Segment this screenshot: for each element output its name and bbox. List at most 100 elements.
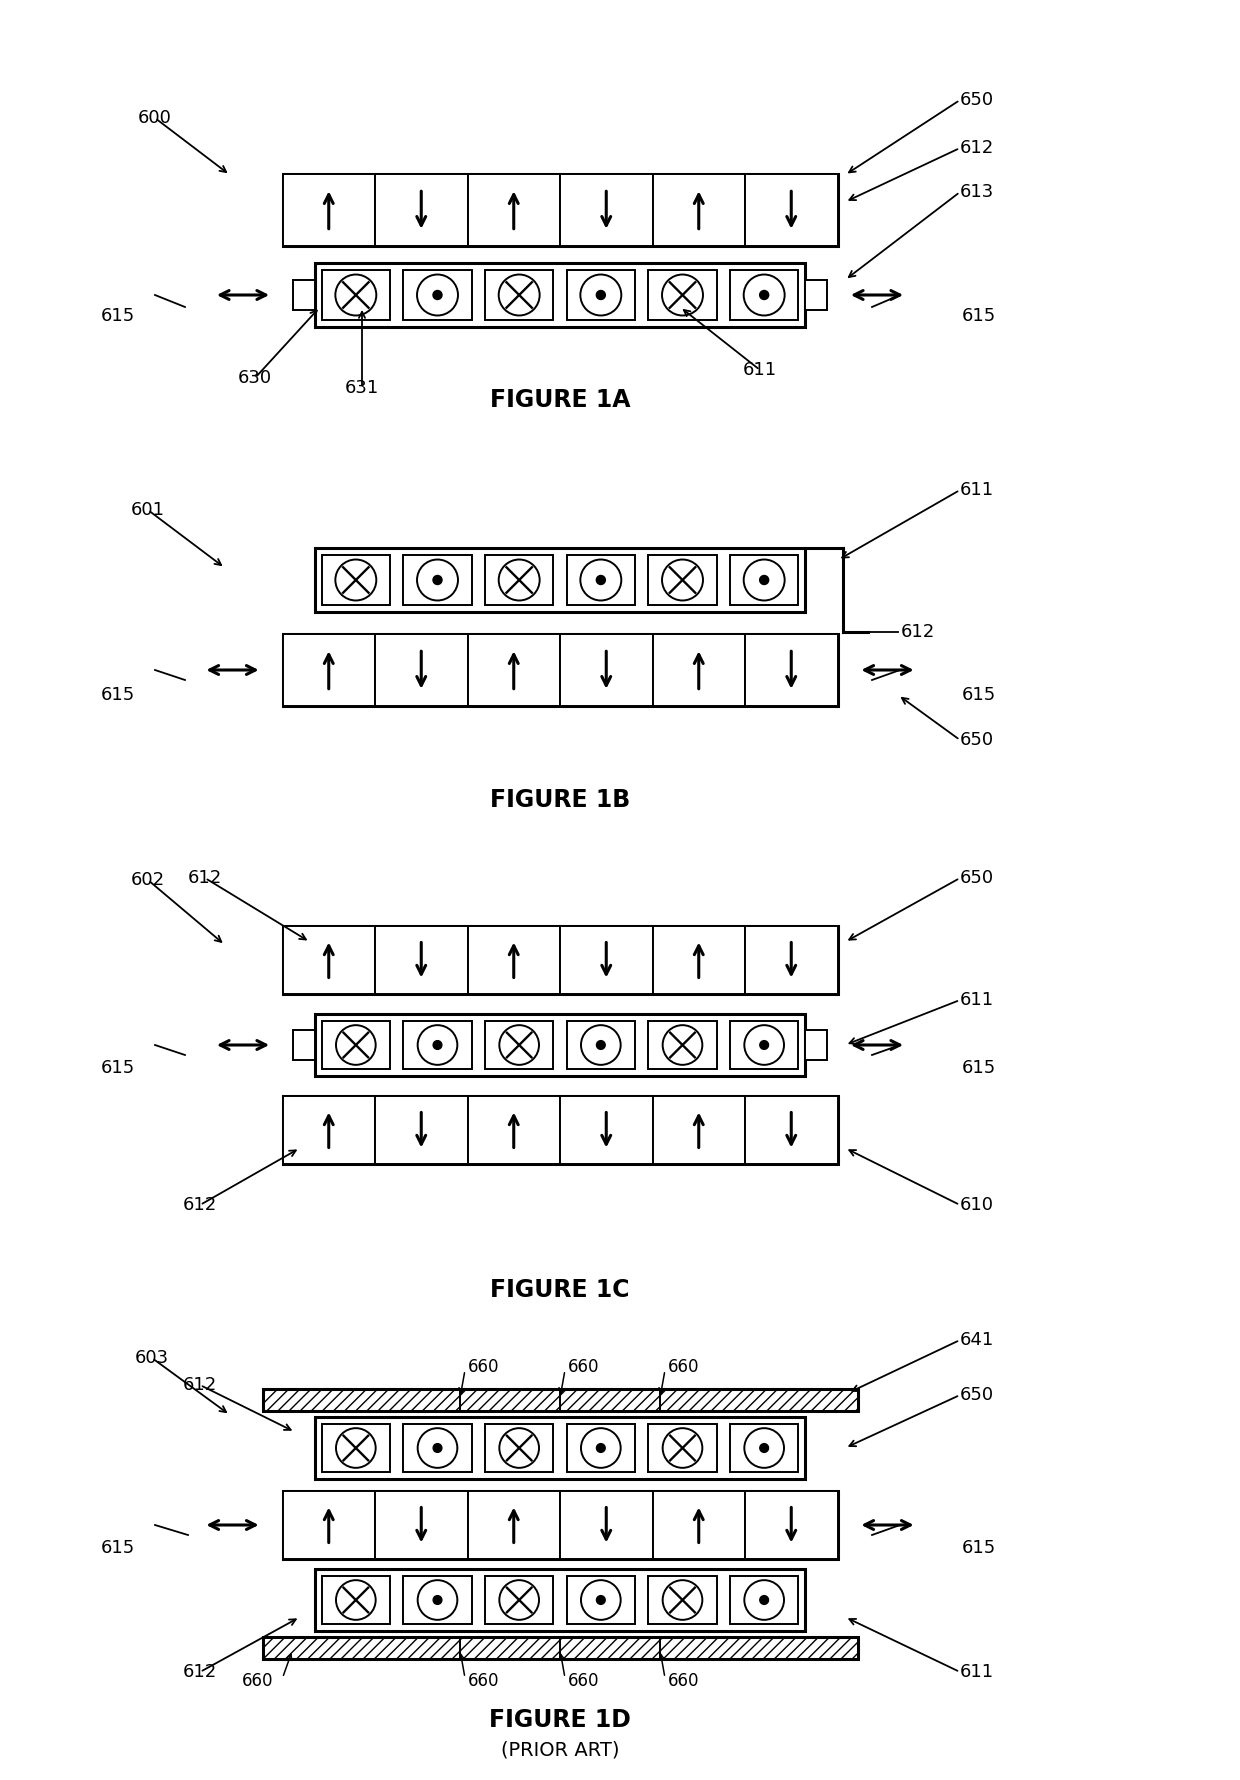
Bar [652,174,745,246]
Circle shape [760,1595,769,1604]
Text: FIGURE 1C: FIGURE 1C [490,1278,630,1301]
Bar [560,174,652,246]
Circle shape [336,1581,376,1620]
Text: (PRIOR ART): (PRIOR ART) [501,1741,619,1759]
Circle shape [582,1581,621,1620]
Circle shape [417,559,458,600]
Bar [403,555,471,605]
Bar [403,1020,471,1070]
Circle shape [500,1428,539,1468]
Circle shape [744,1428,784,1468]
Circle shape [662,1025,702,1064]
Bar [283,1096,374,1164]
Bar [485,555,553,605]
Circle shape [744,559,785,600]
Text: 612: 612 [182,1376,217,1394]
Circle shape [760,575,769,584]
Bar [730,555,799,605]
Circle shape [336,1428,376,1468]
Circle shape [596,1444,605,1452]
Text: 660: 660 [568,1671,599,1689]
Bar [485,269,553,320]
Text: 660: 660 [668,1671,699,1689]
Text: 611: 611 [960,991,994,1009]
Text: 615: 615 [962,1540,996,1558]
Bar [403,269,471,320]
Bar [567,1575,635,1625]
Circle shape [498,559,539,600]
Bar [283,174,837,246]
Text: 660: 660 [568,1358,599,1376]
Circle shape [433,290,441,299]
Bar [315,1417,805,1479]
Text: FIGURE 1A: FIGURE 1A [490,388,630,411]
Bar [567,1020,635,1070]
Bar [730,1575,799,1625]
Circle shape [582,1428,621,1468]
Text: 612: 612 [960,139,994,157]
Bar [745,634,837,707]
Circle shape [418,1581,458,1620]
Bar [467,1492,560,1559]
Bar [283,1492,837,1559]
Text: 615: 615 [962,306,996,326]
Circle shape [662,559,703,600]
Circle shape [433,575,441,584]
Bar [745,926,837,993]
Bar [315,263,805,328]
Bar [283,1096,837,1164]
Bar [560,1492,652,1559]
Text: 612: 612 [182,1663,217,1680]
Text: 613: 613 [960,183,994,201]
Text: 612: 612 [188,869,222,886]
Text: 611: 611 [743,361,777,379]
Circle shape [335,274,376,315]
Bar [805,279,827,310]
Bar [321,1020,391,1070]
Circle shape [418,1025,458,1064]
Bar [321,1575,391,1625]
Text: 631: 631 [345,379,379,397]
Bar [567,555,635,605]
Bar [283,174,374,246]
Circle shape [433,1041,441,1050]
Text: 615: 615 [100,685,135,705]
Text: 612: 612 [182,1196,217,1214]
Bar [560,1096,652,1164]
Bar [403,1424,471,1472]
Circle shape [418,1428,458,1468]
Bar [374,634,467,707]
Text: FIGURE 1B: FIGURE 1B [490,789,630,812]
Bar [730,269,799,320]
Circle shape [433,1595,441,1604]
Text: 611: 611 [960,1663,994,1680]
Bar [652,1096,745,1164]
Circle shape [596,1595,605,1604]
Bar [315,1568,805,1630]
Bar [467,174,560,246]
Bar [652,634,745,707]
Bar [467,926,560,993]
Text: 615: 615 [100,1059,135,1077]
Circle shape [335,559,376,600]
Bar [315,1015,805,1075]
Text: 641: 641 [960,1331,994,1349]
Bar [283,634,837,707]
Circle shape [580,274,621,315]
Circle shape [336,1025,376,1064]
Text: 610: 610 [960,1196,994,1214]
Circle shape [498,274,539,315]
Bar [652,1492,745,1559]
Bar [293,279,315,310]
Circle shape [744,1581,784,1620]
Bar [649,1424,717,1472]
Bar [315,548,805,612]
Text: 602: 602 [131,870,165,888]
Bar [293,1031,315,1061]
Text: 603: 603 [135,1349,169,1367]
Bar [263,1388,858,1412]
Bar [374,174,467,246]
Text: 600: 600 [138,109,172,126]
Bar [283,634,374,707]
Circle shape [744,1025,784,1064]
